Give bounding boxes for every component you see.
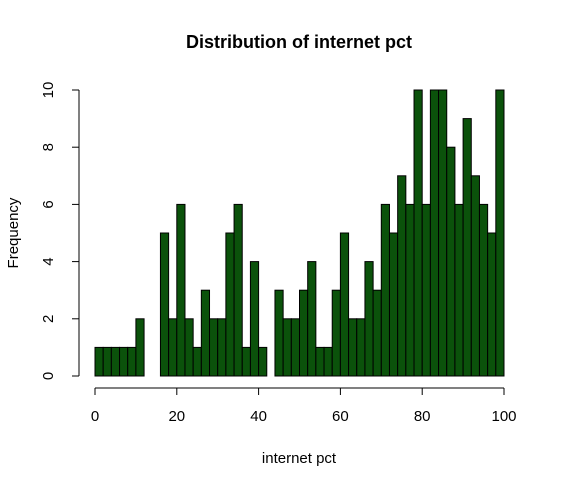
histogram-bar <box>209 318 219 377</box>
histogram-bar <box>380 203 390 377</box>
histogram-bar <box>168 318 178 377</box>
histogram-bar <box>258 346 268 377</box>
histogram-bar <box>249 261 260 377</box>
histogram-bar <box>241 346 251 377</box>
histogram-bar <box>102 346 112 377</box>
y-tick-label: 2 <box>40 315 57 323</box>
histogram-bar <box>348 318 358 377</box>
histogram-bar <box>159 232 170 377</box>
x-axis: 0 20 40 60 80 100 <box>91 387 517 425</box>
histogram-bar <box>307 261 317 377</box>
histogram-bar <box>299 289 309 377</box>
histogram-bar <box>478 203 489 377</box>
histogram-bar <box>470 175 480 377</box>
histogram-bar <box>176 203 186 377</box>
histogram-bar <box>429 89 440 377</box>
y-axis-label: Frequency <box>5 197 22 268</box>
x-tick-label: 100 <box>491 408 516 425</box>
histogram-bar <box>462 118 472 377</box>
x-axis-label: internet pct <box>262 450 337 467</box>
histogram-bar <box>388 232 399 377</box>
histogram-bar <box>446 146 456 377</box>
histogram-bar <box>184 318 194 377</box>
histogram-bar <box>331 289 341 377</box>
histogram-bar <box>233 203 243 377</box>
x-tick-label: 40 <box>250 408 267 425</box>
x-tick-label: 60 <box>332 408 349 425</box>
histogram-bar <box>413 89 423 377</box>
x-tick-label: 0 <box>91 408 99 425</box>
histogram-bar <box>225 232 235 377</box>
histogram-bar <box>274 289 284 377</box>
x-tick-label: 20 <box>168 408 185 425</box>
y-tick-label: 0 <box>40 372 57 380</box>
histogram-bar <box>119 346 129 377</box>
histogram-bar <box>364 261 374 377</box>
histogram-bar <box>405 203 415 377</box>
histogram-bar <box>454 203 464 377</box>
histogram-bar <box>339 232 350 377</box>
histogram-bar <box>94 346 104 377</box>
y-tick-label: 10 <box>40 82 57 99</box>
y-tick-label: 8 <box>40 143 57 151</box>
histogram-bar <box>495 89 505 377</box>
histogram-bar <box>192 346 202 377</box>
x-tick-label: 80 <box>414 408 431 425</box>
histogram-bar <box>200 289 211 377</box>
histogram-bar <box>372 289 382 377</box>
histogram-bar <box>356 318 366 377</box>
histogram-bar <box>217 318 227 377</box>
y-axis: 0 2 4 6 8 10 <box>40 82 80 380</box>
histogram-bar <box>438 89 448 377</box>
histogram-bar <box>323 346 333 377</box>
histogram-bar <box>487 232 497 377</box>
histogram-bar <box>127 346 137 377</box>
histogram-bar <box>110 346 121 377</box>
chart-title: Distribution of internet pct <box>186 32 412 52</box>
histogram-bar <box>397 175 407 377</box>
histogram-bar <box>290 318 301 377</box>
y-tick-label: 4 <box>40 257 57 265</box>
histogram-bar <box>315 346 325 377</box>
histogram-bar <box>421 203 431 377</box>
y-tick-label: 6 <box>40 200 57 208</box>
bars-group <box>94 89 505 377</box>
histogram-bar <box>135 318 145 377</box>
histogram-bar <box>282 318 292 377</box>
